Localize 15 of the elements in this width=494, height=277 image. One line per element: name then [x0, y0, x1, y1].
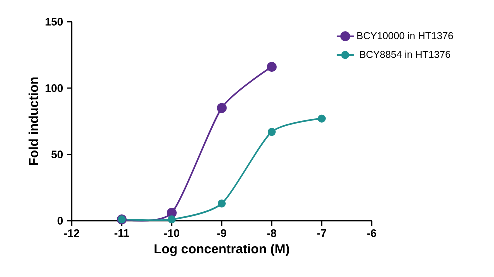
x-tick-label: -11 — [114, 230, 130, 238]
y-tick-label: 0 — [58, 217, 64, 225]
y-tick-label: 100 — [46, 84, 64, 92]
x-tick-label: -6 — [368, 230, 376, 238]
x-axis-title: Log concentration (M) — [154, 244, 290, 256]
x-tick-label: -12 — [64, 230, 80, 238]
x-tick-label: -7 — [318, 230, 326, 238]
y-tick-label: 50 — [52, 150, 64, 159]
x-tick-label: -9 — [218, 230, 226, 238]
y-tick-label: 150 — [46, 18, 64, 26]
x-tick-label: -8 — [268, 230, 277, 238]
x-tick-label: -10 — [164, 230, 180, 238]
legend-label: BCY8854 in HT1376 — [360, 50, 450, 58]
legend-label: BCY10000 in HT1376 — [358, 32, 454, 40]
y-axis-title: Fold induction — [28, 78, 38, 166]
